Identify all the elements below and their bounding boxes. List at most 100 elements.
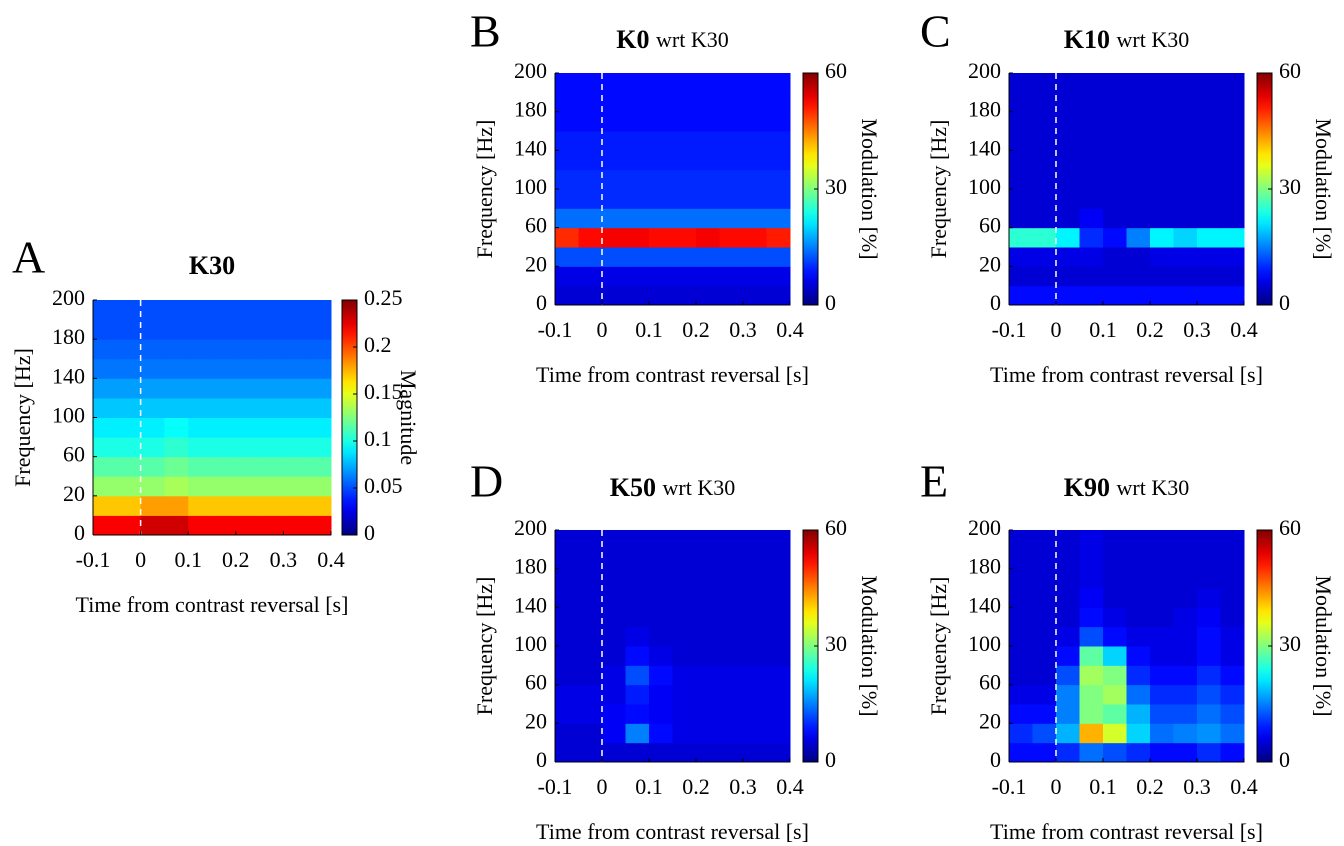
heatmap-cell [1197, 189, 1221, 209]
heatmap-cell [1009, 169, 1033, 190]
y-tick-label: 100 [968, 631, 1001, 656]
heatmap-cell [1056, 530, 1080, 550]
heatmap-cell [283, 358, 308, 379]
heatmap-cell [649, 189, 673, 209]
heatmap-cell [1032, 169, 1057, 190]
x-tick-label: 0.1 [1089, 317, 1117, 342]
heatmap-cell [578, 684, 603, 705]
heatmap-cell [1173, 530, 1198, 550]
heatmap-cell [743, 723, 767, 744]
x-axis-label: Time from contrast reversal [s] [76, 592, 349, 617]
heatmap-cell [1197, 266, 1221, 287]
heatmap-cell [766, 684, 791, 705]
heatmap-cell [1032, 266, 1057, 287]
heatmap-cell [140, 476, 165, 497]
heatmap-cell [1126, 111, 1151, 132]
heatmap-cell [578, 646, 603, 666]
heatmap-cell [1173, 568, 1198, 589]
panel-letter: E [920, 456, 948, 507]
heatmap-cell [1173, 208, 1198, 229]
heatmap-cell [602, 742, 626, 763]
x-tick-label: 0.1 [635, 774, 663, 799]
heatmap-cell [1009, 208, 1033, 229]
heatmap-cell [1056, 227, 1080, 248]
heatmap-cell [1126, 626, 1151, 647]
heatmap-cell [1150, 285, 1174, 306]
x-tick-label: 0.2 [1136, 317, 1164, 342]
heatmap-cell [672, 266, 697, 287]
heatmap-cell [766, 607, 791, 628]
heatmap-cell [766, 285, 791, 306]
heatmap-cell [188, 358, 213, 379]
heatmap-cell [212, 378, 237, 399]
heatmap-cell [140, 300, 165, 321]
y-tick-label: 180 [52, 324, 85, 349]
heatmap-cell [602, 227, 626, 248]
heatmap-cell [696, 607, 720, 628]
panel-letter: A [12, 232, 45, 283]
heatmap-cell [140, 437, 165, 458]
heatmap-cell [1079, 704, 1104, 724]
heatmap-cell [1032, 549, 1057, 570]
colorbar-tick-label: 60 [825, 515, 847, 540]
heatmap-cell [1009, 111, 1033, 132]
colorbar-label: Magnitude [396, 370, 421, 465]
heatmap-cell [1173, 266, 1198, 287]
heatmap-cell [283, 300, 308, 321]
heatmap-cell [140, 495, 165, 516]
heatmap-cell [1150, 723, 1174, 744]
heatmap-cell [1079, 549, 1104, 570]
heatmap-cell [625, 73, 650, 93]
heatmap-cell [625, 646, 650, 666]
heatmap-cell [555, 684, 579, 705]
y-tick-label: 200 [514, 515, 547, 540]
heatmap-cell [743, 588, 767, 608]
heatmap-cell [1150, 92, 1174, 113]
heatmap-cell [140, 456, 165, 477]
heatmap-cell [743, 742, 767, 763]
heatmap-cell [1079, 607, 1104, 628]
heatmap-cell [719, 723, 744, 744]
heatmap-cell [719, 742, 744, 763]
heatmap-cell [743, 227, 767, 248]
heatmap-cell [625, 208, 650, 229]
heatmap-cell [1220, 568, 1245, 589]
heatmap-cell [307, 515, 332, 536]
heatmap-cell [1150, 208, 1174, 229]
heatmap-cell [259, 300, 284, 321]
heatmap-cell [1009, 646, 1033, 666]
heatmap-cell [649, 92, 673, 113]
heatmap-cell [1103, 247, 1127, 267]
heatmap-cell [1220, 588, 1245, 608]
heatmap-cell [116, 397, 142, 418]
colorbar-tick-label: 0.25 [364, 285, 403, 310]
heatmap-cell [1009, 285, 1033, 306]
heatmap-cell [743, 73, 767, 93]
heatmap-cell [602, 285, 626, 306]
heatmap-cell [1056, 549, 1080, 570]
heatmap-cell [625, 169, 650, 190]
heatmap-cell [1032, 131, 1057, 151]
heatmap-cell [283, 495, 308, 516]
heatmap-cell [1009, 549, 1033, 570]
heatmap-cell [696, 169, 720, 190]
heatmap-cell [283, 437, 308, 458]
heatmap-cell [602, 530, 626, 550]
heatmap-cell [1079, 208, 1104, 229]
panel-letter: C [920, 6, 951, 57]
heatmap-cell [1197, 704, 1221, 724]
heatmap-cell [1079, 227, 1104, 248]
heatmap-cell [307, 339, 332, 360]
heatmap-cell [602, 247, 626, 267]
heatmap-cell [93, 456, 118, 477]
y-tick-label: 100 [514, 174, 547, 199]
heatmap-cell [1197, 169, 1221, 190]
y-tick-label: 180 [514, 97, 547, 122]
heatmap-cell [1103, 742, 1127, 763]
heatmap-cell [212, 397, 237, 418]
heatmap-cell [555, 285, 579, 306]
y-tick-label: 180 [514, 554, 547, 579]
heatmap-cell [1103, 208, 1127, 229]
heatmap-cell [116, 456, 142, 477]
